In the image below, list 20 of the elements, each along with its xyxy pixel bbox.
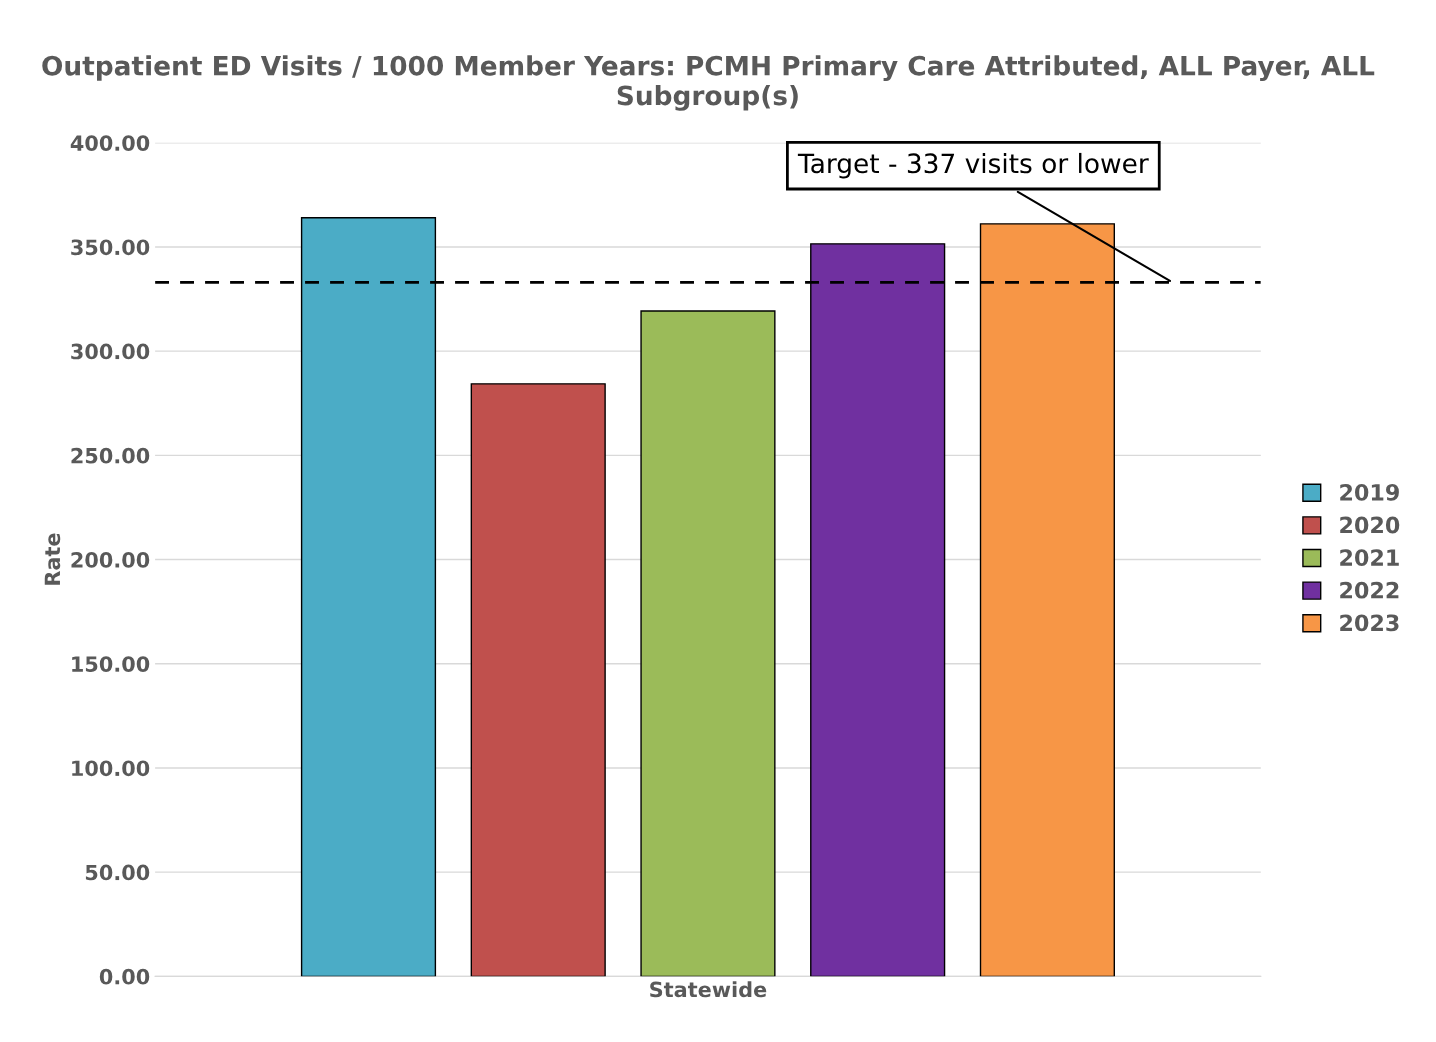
bar (640, 310, 776, 977)
x-tick-label: Statewide (650, 981, 767, 998)
legend-label: 2022 (1340, 581, 1399, 599)
y-tick-label: 0.00 (99, 968, 150, 985)
y-tick-label: 300.00 (71, 343, 150, 360)
y-tick-label: 350.00 (71, 239, 150, 256)
y-tick-label: 400.00 (70, 135, 150, 151)
chart-title: Outpatient ED Visits / 1000 Member Years: PCMH Primary Care Attributed, ALL Payer, ALL Subgroup(s) (42, 55, 1375, 111)
y-axis-title: Rate (44, 533, 61, 585)
legend-label: 2021 (1340, 549, 1399, 566)
ref-line-label: Target - 337 visits or lower (797, 152, 1149, 179)
legend-label: 2023 (1340, 614, 1399, 632)
y-tick-label: 150.00 (72, 656, 150, 672)
y-tick-label: 50.00 (85, 864, 150, 881)
legend-label: 2019 (1340, 483, 1399, 501)
y-tick-label: 250.00 (71, 447, 150, 464)
bar (470, 383, 606, 977)
y-tick-label: 100.00 (72, 760, 150, 777)
legend-label: 2020 (1340, 516, 1400, 534)
y-tick-label: 200.00 (71, 552, 150, 568)
